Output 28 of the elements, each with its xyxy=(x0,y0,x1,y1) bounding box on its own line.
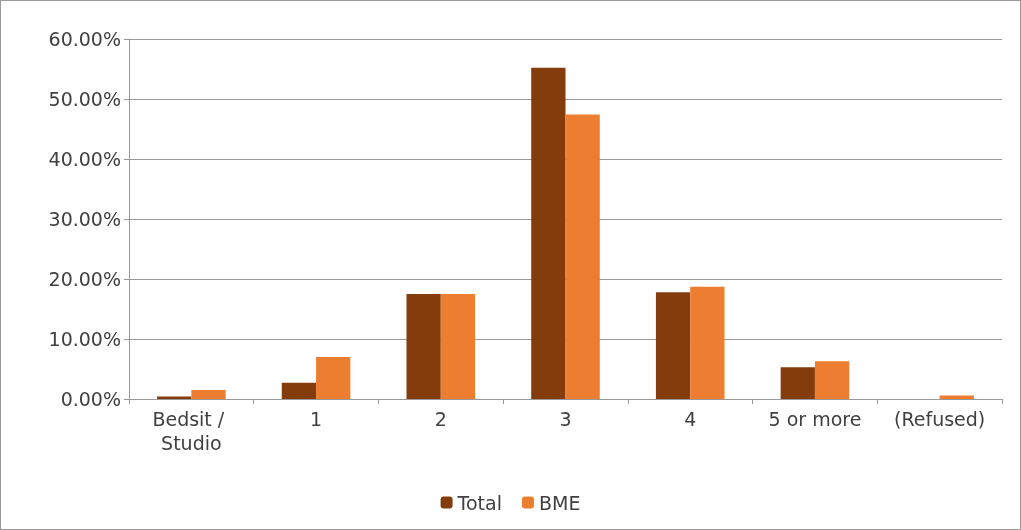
bar xyxy=(939,395,974,399)
bar xyxy=(814,361,850,399)
bar xyxy=(690,286,725,399)
x-tick-label: 1 xyxy=(310,408,323,430)
x-tick-label: 3 xyxy=(559,408,572,430)
bar xyxy=(406,294,441,399)
x-tick-label: (Refused) xyxy=(894,408,986,430)
legend-label: Total xyxy=(456,491,502,514)
y-tick-label: 20.00% xyxy=(48,268,121,290)
bar xyxy=(780,367,815,399)
x-tick-label: 4 xyxy=(684,408,697,430)
y-tick-label: 0.00% xyxy=(60,388,121,410)
bar xyxy=(316,357,351,399)
y-tick-label: 30.00% xyxy=(48,208,121,230)
x-tick-label: 5 or more xyxy=(768,408,862,430)
y-tick-label: 60.00% xyxy=(48,28,121,50)
y-tick-label: 40.00% xyxy=(48,148,121,170)
bar xyxy=(281,382,317,399)
bar xyxy=(531,67,566,399)
bar xyxy=(440,294,476,399)
legend-label: BME xyxy=(538,491,581,514)
bar xyxy=(565,114,600,399)
bar xyxy=(191,390,226,399)
bar xyxy=(655,292,691,399)
y-tick-label: 50.00% xyxy=(48,88,121,110)
y-tick-label: 10.00% xyxy=(48,328,121,350)
x-tick-label: Bedsit / Studio xyxy=(152,408,231,454)
x-tick-label: 2 xyxy=(434,408,447,430)
